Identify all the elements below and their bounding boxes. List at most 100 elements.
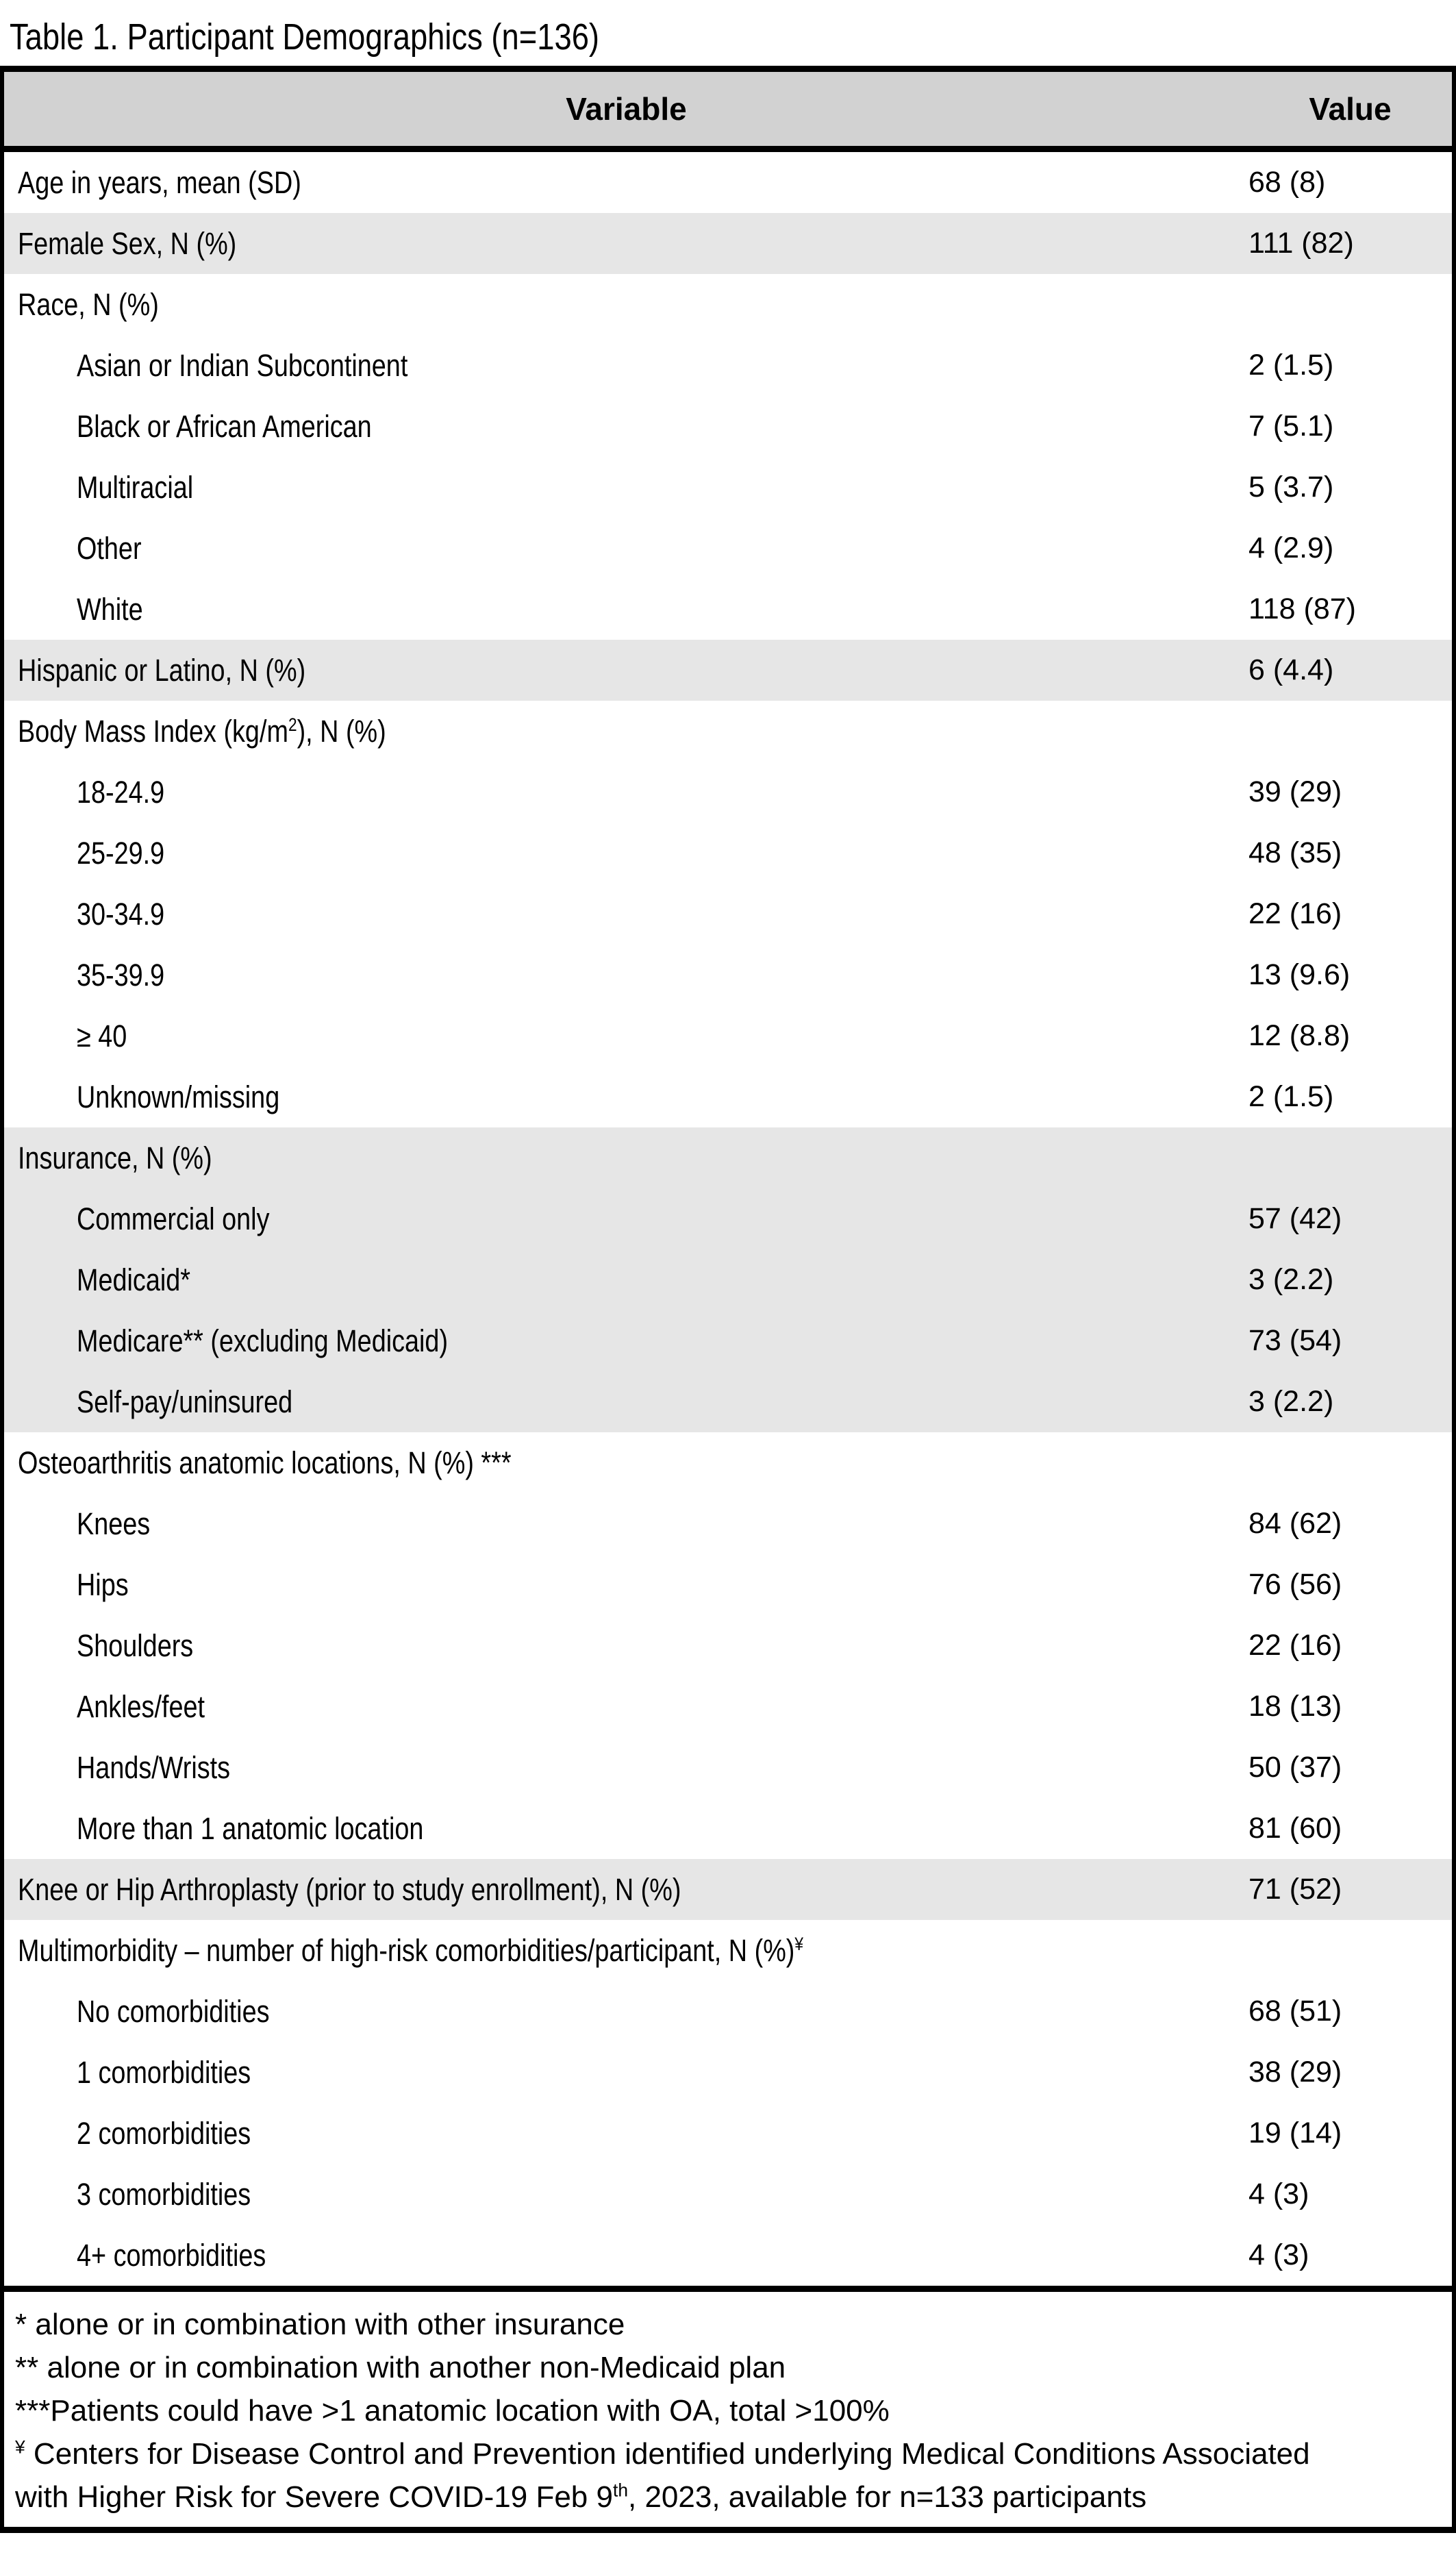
row-label-cell: Unknown/missing: [4, 1080, 1248, 1115]
header-row: Variable Value: [4, 72, 1452, 152]
table-title: Table 1. Participant Demographics (n=136…: [0, 0, 1456, 66]
row-label: More than 1 anatomic location: [77, 1810, 424, 1846]
row-label-cell: Other: [4, 531, 1248, 566]
row-label-cell: Insurance, N (%): [4, 1140, 1248, 1176]
row-label-cell: 30-34.9: [4, 897, 1248, 932]
row-label-cell: Multimorbidity – number of high-risk com…: [4, 1933, 1248, 1969]
row-label: 30-34.9: [77, 896, 165, 932]
table-row: Female Sex, N (%) 111 (82): [4, 213, 1452, 274]
table-row: 25-29.9 48 (35): [4, 823, 1452, 884]
table-row: Shoulders 22 (16): [4, 1615, 1452, 1676]
row-label: Commercial only: [77, 1201, 270, 1236]
table-row: Other 4 (2.9): [4, 518, 1452, 579]
row-label-cell: Medicaid*: [4, 1262, 1248, 1298]
row-value-cell: 111 (82): [1248, 227, 1452, 260]
row-label: Age in years, mean (SD): [18, 164, 301, 200]
row-label-cell: Hispanic or Latino, N (%): [4, 653, 1248, 688]
table-row: Hispanic or Latino, N (%) 6 (4.4): [4, 640, 1452, 701]
row-value-cell: 4 (3): [1248, 2178, 1452, 2211]
row-value-cell: 13 (9.6): [1248, 958, 1452, 992]
row-value-cell: 12 (8.8): [1248, 1019, 1452, 1053]
row-label-cell: Shoulders: [4, 1628, 1248, 1664]
row-value: 22 (16): [1248, 1629, 1342, 1662]
table-row: Knee or Hip Arthroplasty (prior to study…: [4, 1859, 1452, 1920]
row-value: 111 (82): [1248, 227, 1354, 260]
row-label-cell: Ankles/feet: [4, 1689, 1248, 1725]
row-value: 38 (29): [1248, 2056, 1342, 2088]
row-value-cell: 81 (60): [1248, 1812, 1452, 1845]
table-row: Body Mass Index (kg/m2), N (%): [4, 701, 1452, 762]
row-label-cell: Knee or Hip Arthroplasty (prior to study…: [4, 1872, 1248, 1908]
row-label: Hispanic or Latino, N (%): [18, 652, 306, 688]
row-value: 4 (3): [1248, 2238, 1309, 2271]
column-header-value: Value: [1309, 91, 1392, 127]
table-row: 2 comorbidities 19 (14): [4, 2103, 1452, 2164]
table-row: More than 1 anatomic location 81 (60): [4, 1798, 1452, 1859]
row-label-cell: Black or African American: [4, 409, 1248, 445]
table-row: 18-24.9 39 (29): [4, 762, 1452, 823]
table-row: Unknown/missing 2 (1.5): [4, 1066, 1452, 1127]
footnote: ***Patients could have >1 anatomic locat…: [15, 2394, 890, 2428]
row-label: Multimorbidity – number of high-risk com…: [18, 1932, 804, 1968]
row-value-cell: 2 (1.5): [1248, 1080, 1452, 1114]
row-label: 35-39.9: [77, 957, 165, 993]
table-row: Medicaid* 3 (2.2): [4, 1249, 1452, 1310]
row-value: 6 (4.4): [1248, 653, 1334, 686]
row-label: 3 comorbidities: [77, 2176, 251, 2212]
table-row: Medicare** (excluding Medicaid) 73 (54): [4, 1310, 1452, 1371]
row-value: 13 (9.6): [1248, 958, 1351, 991]
row-value: 12 (8.8): [1248, 1019, 1351, 1052]
row-label: Osteoarthritis anatomic locations, N (%)…: [18, 1445, 512, 1480]
row-label: Hips: [77, 1567, 129, 1602]
row-value-cell: 38 (29): [1248, 2056, 1452, 2089]
table-row: 4+ comorbidities 4 (3): [4, 2225, 1452, 2286]
row-label-cell: Self-pay/uninsured: [4, 1384, 1248, 1420]
row-label: White: [77, 591, 143, 627]
table-row: ≥ 40 12 (8.8): [4, 1006, 1452, 1066]
table-title-text: Table 1. Participant Demographics (n=136…: [10, 16, 600, 58]
row-label: 4+ comorbidities: [77, 2237, 266, 2273]
table-row: Age in years, mean (SD) 68 (8): [4, 152, 1452, 213]
row-value-cell: 4 (2.9): [1248, 532, 1452, 565]
row-label-cell: No comorbidities: [4, 1994, 1248, 2030]
row-value-cell: 3 (2.2): [1248, 1263, 1452, 1297]
table-row: Hips 76 (56): [4, 1554, 1452, 1615]
table-row: 30-34.9 22 (16): [4, 884, 1452, 945]
row-value-cell: 4 (3): [1248, 2238, 1452, 2272]
row-value-cell: 2 (1.5): [1248, 349, 1452, 382]
row-label-cell: Hands/Wrists: [4, 1750, 1248, 1786]
table-row: Black or African American 7 (5.1): [4, 396, 1452, 457]
row-label: Female Sex, N (%): [18, 225, 237, 261]
row-value-cell: 3 (2.2): [1248, 1385, 1452, 1419]
row-value: 2 (1.5): [1248, 349, 1334, 382]
row-value: 4 (3): [1248, 2178, 1309, 2210]
row-label-cell: Medicare** (excluding Medicaid): [4, 1323, 1248, 1359]
row-label: Ankles/feet: [77, 1688, 205, 1724]
row-label: Medicaid*: [77, 1262, 190, 1297]
row-value: 84 (62): [1248, 1507, 1342, 1540]
row-value: 3 (2.2): [1248, 1263, 1334, 1296]
row-value: 48 (35): [1248, 836, 1342, 869]
row-label-cell: Age in years, mean (SD): [4, 165, 1248, 201]
row-value-cell: 22 (16): [1248, 897, 1452, 931]
row-label: 1 comorbidities: [77, 2054, 251, 2090]
row-value-cell: 48 (35): [1248, 836, 1452, 870]
row-label: Body Mass Index (kg/m2), N (%): [18, 713, 386, 749]
row-value: 18 (13): [1248, 1690, 1342, 1723]
row-label-cell: ≥ 40: [4, 1019, 1248, 1054]
table-row: 35-39.9 13 (9.6): [4, 945, 1452, 1006]
row-value-cell: 5 (3.7): [1248, 471, 1452, 504]
table-row: Insurance, N (%): [4, 1127, 1452, 1188]
row-label: Multiracial: [77, 469, 194, 505]
row-label: Knee or Hip Arthroplasty (prior to study…: [18, 1871, 681, 1907]
row-value: 39 (29): [1248, 775, 1342, 808]
demographics-table: Variable Value Age in years, mean (SD) 68…: [0, 66, 1456, 2533]
row-label: No comorbidities: [77, 1993, 270, 2029]
row-value-cell: 22 (16): [1248, 1629, 1452, 1662]
row-label: 25-29.9: [77, 835, 165, 871]
footnote: ** alone or in combination with another …: [15, 2351, 786, 2384]
table-row: Self-pay/uninsured 3 (2.2): [4, 1371, 1452, 1432]
row-value-cell: 50 (37): [1248, 1751, 1452, 1784]
row-label: Other: [77, 530, 142, 566]
